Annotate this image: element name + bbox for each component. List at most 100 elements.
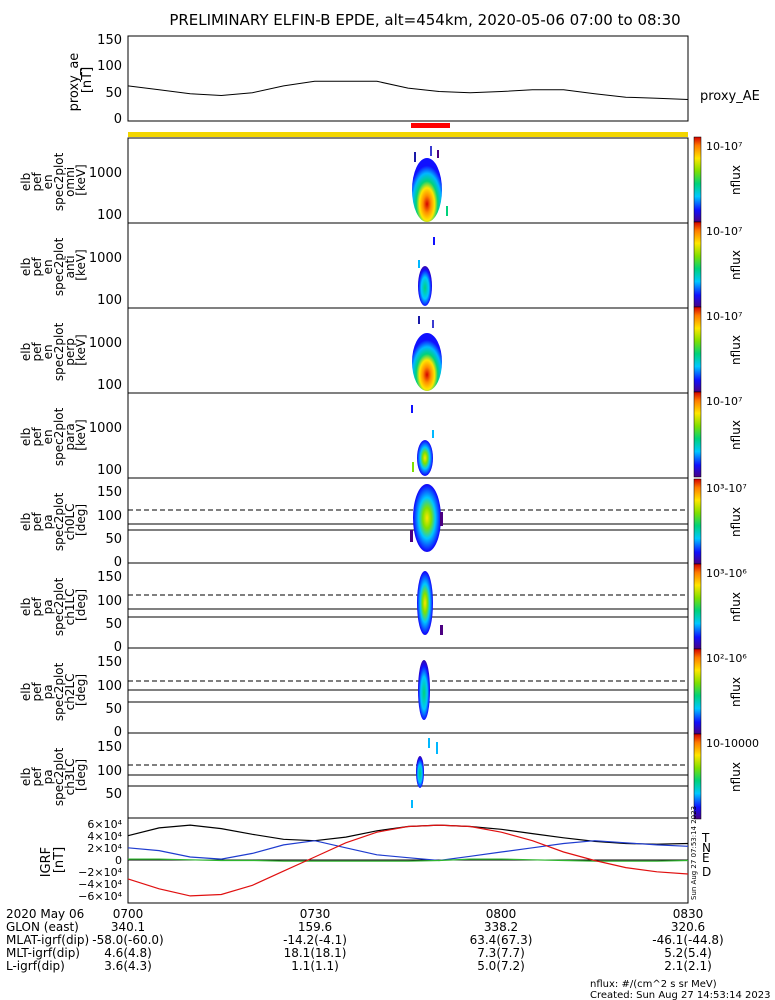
proxy-ae-frame <box>127 35 689 122</box>
cell-glon: 340.1 <box>111 920 145 934</box>
colorbar <box>693 648 702 735</box>
spectrogram-frame <box>127 137 689 224</box>
igrf-line-n <box>127 840 689 862</box>
proxy-tick-50: 50 <box>105 86 122 101</box>
pa-panel-ch1lc: 150 100 50 0 elb pef pa spec2plot ch1LC … <box>19 562 743 655</box>
flux-core <box>418 266 432 306</box>
flux-speckle <box>432 430 434 438</box>
ylabel-line-5: perp <box>63 338 77 366</box>
pa-tick-100: 100 <box>97 679 122 694</box>
ylabel-line-4: spec2plot <box>52 662 66 721</box>
ylabel-line-3: en <box>41 429 55 444</box>
igrf-ylabel: IGRF [nT] <box>39 843 67 878</box>
proxy-ylabel-line-1: proxy_ae <box>67 53 82 112</box>
spectrogram-pixels <box>411 405 434 476</box>
cell-mlt: 7.3(7.7) <box>477 946 525 960</box>
cell-date-0730: 0730 <box>300 907 331 921</box>
proxy-ae-panel: 150 100 50 0 proxy_ae [nT] proxy_AE <box>67 33 760 127</box>
proxy-tick-150: 150 <box>97 33 122 48</box>
proxy-ae-ticks: 150 100 50 0 <box>97 33 122 127</box>
cell-glon: 159.6 <box>298 920 332 934</box>
pa-ticks: 150 100 50 0 <box>97 485 122 570</box>
flux-speckle <box>430 146 432 156</box>
cell-date-0800: 0800 <box>486 907 517 921</box>
proxy-ae-ylabel: proxy_ae [nT] <box>67 49 95 112</box>
pa-tick-0: 0 <box>114 640 122 655</box>
energy-tick-1000: 1000 <box>89 251 122 266</box>
flux-speckle <box>411 405 413 413</box>
ylabel-line-3: pa <box>41 514 55 529</box>
cell-l: 3.6(4.3) <box>104 959 152 973</box>
ylabel-line-5: ch2LC <box>63 673 77 710</box>
colorbar-tick: 10-10⁷ <box>706 310 742 323</box>
ylabel-line-2: pef <box>30 597 44 617</box>
legend-n: N <box>702 841 711 855</box>
igrf-line-d <box>127 824 689 897</box>
cell-mlat: 63.4(67.3) <box>470 933 533 947</box>
cell-l: 1.1(1.1) <box>291 959 339 973</box>
flux-core <box>413 484 441 552</box>
ylabel-line-2: pef <box>30 682 44 702</box>
colorbar <box>693 478 702 565</box>
footer-created: Created: Sun Aug 27 14:53:14 2023 <box>590 990 770 1000</box>
igrf-stamp: Sun Aug 27 07:53:14 2023 <box>690 806 698 900</box>
energy-ylabel: elb pef en spec2plot perp [keV] <box>19 319 88 381</box>
ylabel-line-2: pef <box>30 767 44 787</box>
ylabel-line-2: pef <box>30 172 44 192</box>
energy-tick-100: 100 <box>97 208 122 223</box>
colorbar <box>693 563 702 650</box>
ylabel-line-4: spec2plot <box>52 492 66 551</box>
row-label-date: 2020 May 06 <box>6 907 84 921</box>
flux-speckle <box>418 260 420 268</box>
ylabel-line-6: [keV] <box>74 164 88 195</box>
igrf-tick: −2×10⁴ <box>78 866 122 879</box>
pa-tick-50: 50 <box>105 617 122 632</box>
ylabel-line-5: omni <box>63 167 77 197</box>
row-label-mlt: MLT-igrf(dip) <box>6 946 80 960</box>
cell-mlat: -14.2(-4.1) <box>283 933 347 947</box>
igrf-tick: −4×10⁴ <box>78 878 122 891</box>
ylabel-line-1: elb <box>19 768 33 786</box>
energy-panel-omni: 1000 100 elb pef en spec2plot omni [keV]… <box>19 136 743 224</box>
ylabel-line-2: pef <box>30 512 44 532</box>
energy-tick-100: 100 <box>97 463 122 478</box>
ylabel-line-3: pa <box>41 599 55 614</box>
pa-spectrogram-pixels <box>410 484 443 552</box>
pa-ylabel: elb pef pa spec2plot ch2LC [deg] <box>19 659 88 721</box>
ylabel-line-5: ch3LC <box>63 758 77 795</box>
spectrogram-frame <box>127 307 689 394</box>
event-marker <box>411 123 450 128</box>
pa-spectrogram-pixels <box>417 571 443 635</box>
colorbar-unit-label: nflux <box>729 420 743 450</box>
pa-ylabel: elb pef pa spec2plot ch3LC [deg] <box>19 744 88 806</box>
spectrogram-frame <box>127 222 689 309</box>
ylabel-line-5: ch1LC <box>63 588 77 625</box>
colorbar-tick-labels: 10-10⁷ 10-10⁷ 10-10⁷ 10-10⁷ 10³-10⁷ 10³-… <box>706 140 759 750</box>
pa-spectrogram-pixels <box>418 660 430 720</box>
colorbar-unit-label: nflux <box>729 165 743 195</box>
energy-tick-1000: 1000 <box>89 166 122 181</box>
colorbar-unit-label: nflux <box>729 335 743 365</box>
legend-d: D <box>702 865 711 879</box>
ylabel-line-1: elb <box>19 173 33 191</box>
colorbar-tick: 10-10⁷ <box>706 225 742 238</box>
igrf-tick: 6×10⁴ <box>87 818 122 831</box>
spectrogram-pixels <box>418 237 435 306</box>
igrf-tick: 0 <box>115 854 122 867</box>
cell-glon: 320.6 <box>671 920 705 934</box>
proxy-ylabel-line-2: [nT] <box>80 67 95 93</box>
pa-panel-ch2lc: 150 100 50 0 elb pef pa spec2plot ch2LC … <box>19 647 743 740</box>
pa-tick-0: 0 <box>114 725 122 740</box>
flux-speckle <box>446 206 448 216</box>
ylabel-line-1: elb <box>19 258 33 276</box>
pa-frame <box>127 477 689 564</box>
pa-tick-0: 0 <box>114 555 122 570</box>
flux-core <box>412 333 442 391</box>
colorbar <box>693 391 702 478</box>
pa-tick-100: 100 <box>97 594 122 609</box>
pa-ticks: 150 100 50 0 <box>97 570 122 655</box>
pa-tick-100: 100 <box>97 764 122 779</box>
flux-core <box>412 158 442 222</box>
flux-speckle <box>433 237 435 245</box>
pa-spectrogram-pixels <box>411 738 438 808</box>
